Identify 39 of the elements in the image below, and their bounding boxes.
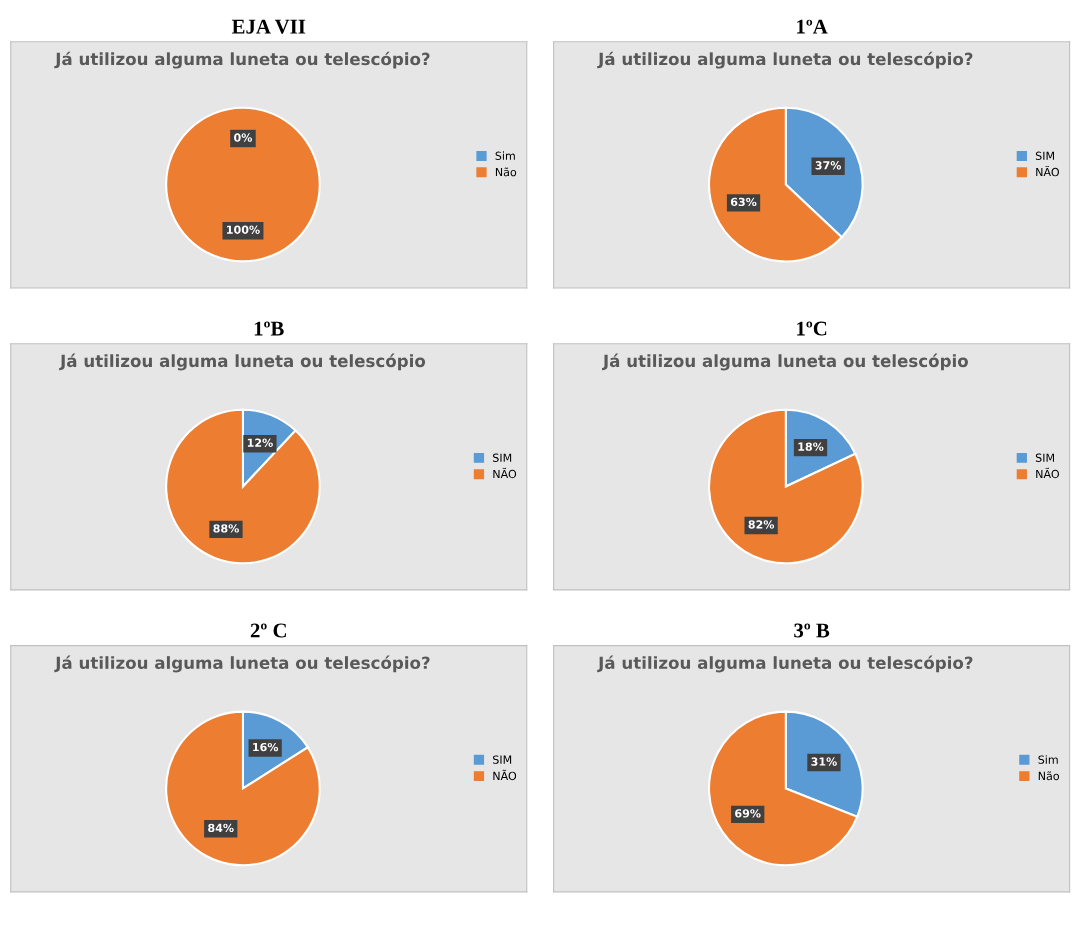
legend-label: Sim (495, 151, 515, 160)
data-label: 37% (815, 161, 842, 170)
legend-label: NÃO (1036, 165, 1059, 177)
chart-title: 3º B (794, 623, 830, 638)
data-label: 69% (735, 809, 761, 818)
data-label: 82% (748, 520, 775, 529)
data-label: 84% (208, 823, 234, 833)
chart-subtitle: Já utilizou alguma luneta ou telescópio (602, 353, 968, 371)
legend-label: Não (495, 167, 517, 177)
chart-title: EJA VII (231, 19, 306, 34)
legend-label: NÃO (1036, 467, 1059, 479)
chart-subtitle: Já utilizou alguma luneta ou telescópio? (597, 655, 973, 673)
data-label: 88% (213, 524, 239, 533)
chart-title: 2º C (250, 623, 286, 638)
chart-title: 1ºC (797, 321, 827, 336)
legend-label: NÃO (493, 467, 517, 479)
pie-slice (165, 710, 321, 867)
legend-label: Não (1038, 771, 1060, 781)
data-label: 16% (253, 742, 279, 752)
legend-label: Sim (1038, 755, 1058, 764)
chart-subtitle: Já utilizou alguma luneta ou telescópio (59, 353, 426, 371)
legend-label: SIM (493, 755, 512, 764)
data-label: 18% (798, 442, 824, 451)
data-label: 12% (247, 438, 273, 447)
chart-title: 1ºA (797, 19, 828, 34)
chart-subtitle: Já utilizou alguma luneta ou telescópio? (597, 51, 973, 69)
legend-label: SIM (493, 453, 512, 462)
data-label: 100% (227, 225, 260, 234)
legend-label: NÃO (493, 769, 517, 781)
pie-slice (165, 408, 321, 565)
legend-label: SIM (1035, 453, 1054, 462)
chart-subtitle: Já utilizou alguma luneta ou telescópio? (54, 51, 430, 69)
chart-title: 1ºB (254, 321, 284, 336)
chart-subtitle: Já utilizou alguma luneta ou telescópio? (54, 655, 430, 673)
text: 0% (234, 133, 253, 142)
pie-slice (707, 408, 864, 565)
legend-label: SIM (1035, 151, 1054, 160)
data-label: 63% (730, 197, 757, 207)
data-label: 31% (811, 757, 837, 766)
